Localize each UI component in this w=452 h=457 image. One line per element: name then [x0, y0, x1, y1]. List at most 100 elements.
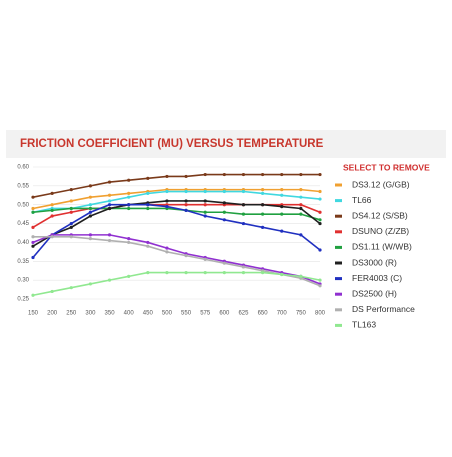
x-tick-label: 600 — [219, 311, 230, 317]
series-line — [32, 207, 321, 221]
data-point — [261, 271, 265, 275]
data-point — [165, 246, 169, 250]
data-point — [88, 282, 92, 286]
data-point — [261, 188, 265, 192]
legend-swatch[interactable] — [335, 277, 342, 281]
data-point — [318, 172, 322, 177]
series-line — [32, 271, 321, 297]
data-point — [50, 214, 54, 218]
x-tick-label: 200 — [47, 311, 58, 317]
data-point — [31, 206, 35, 211]
x-tick-label: 150 — [28, 311, 39, 317]
legend-label[interactable]: DS1.11 (W/WB) — [352, 242, 412, 252]
x-tick-label: 625 — [238, 311, 249, 317]
data-point — [280, 193, 284, 197]
data-point — [69, 210, 73, 214]
data-point — [107, 278, 112, 282]
x-tick-label: 700 — [277, 311, 288, 317]
data-point — [165, 174, 169, 179]
legend-label[interactable]: DS4.12 (S/SB) — [352, 210, 408, 220]
data-point — [203, 189, 207, 194]
legend-swatch[interactable] — [335, 199, 342, 203]
y-tick-label: 0.25 — [17, 297, 29, 303]
data-point — [88, 206, 92, 211]
data-point — [184, 189, 188, 194]
data-point — [184, 203, 188, 207]
data-point — [107, 180, 112, 184]
data-point — [127, 203, 131, 207]
data-point — [146, 271, 150, 275]
legend-label[interactable]: DS Performance — [352, 304, 415, 314]
x-tick-label: 800 — [315, 311, 326, 317]
legend-swatch[interactable] — [335, 245, 342, 249]
data-point — [203, 172, 207, 177]
data-point — [127, 237, 131, 241]
y-tick-label: 0.45 — [17, 221, 29, 227]
data-point — [241, 221, 246, 226]
data-point — [318, 197, 322, 201]
data-point — [280, 172, 284, 177]
data-point — [107, 193, 112, 197]
legend-label[interactable]: DS3.12 (G/GB) — [352, 179, 410, 189]
legend-label[interactable]: DSUNO (Z/ZB) — [352, 226, 409, 236]
data-point — [127, 178, 131, 182]
data-point — [31, 210, 35, 214]
legend-label[interactable]: FER4003 (C) — [352, 273, 402, 283]
series-line — [32, 203, 321, 259]
series-line — [32, 200, 321, 247]
data-point — [280, 229, 284, 233]
data-point — [261, 203, 265, 207]
legend-swatch[interactable] — [335, 323, 342, 327]
data-point — [127, 240, 131, 245]
x-tick-label: 750 — [296, 311, 307, 317]
data-point — [184, 271, 188, 275]
data-point — [241, 271, 246, 275]
data-point — [222, 218, 226, 222]
legend-swatch[interactable] — [335, 230, 342, 234]
data-point — [261, 191, 265, 195]
data-point — [261, 172, 265, 177]
data-point — [50, 203, 54, 207]
legend-swatch[interactable] — [335, 292, 342, 296]
legend-label[interactable]: DS3000 (R) — [352, 257, 397, 267]
series-line — [32, 173, 320, 198]
data-point — [261, 212, 265, 216]
data-point — [203, 271, 207, 275]
data-point — [222, 201, 226, 205]
y-tick-label: 0.30 — [17, 278, 29, 284]
y-tick-label: 0.55 — [17, 183, 29, 189]
x-tick-label: 550 — [181, 311, 192, 317]
legend-label[interactable]: TL163 — [352, 320, 376, 330]
data-point — [280, 272, 284, 277]
data-point — [299, 206, 303, 211]
data-point — [31, 255, 35, 260]
x-tick-label: 650 — [258, 311, 269, 317]
legend-swatch[interactable] — [335, 308, 342, 312]
data-point — [203, 214, 207, 218]
data-point — [222, 210, 226, 214]
data-point — [107, 233, 112, 237]
data-point — [146, 191, 150, 195]
data-point — [241, 265, 246, 269]
legend-swatch[interactable] — [335, 214, 342, 218]
legend-label[interactable]: DS2500 (H) — [352, 288, 397, 298]
data-point — [241, 212, 246, 216]
data-point — [127, 206, 131, 211]
legend-swatch[interactable] — [335, 261, 342, 265]
data-point — [165, 205, 169, 209]
data-point — [69, 286, 73, 290]
legend-label[interactable]: TL66 — [352, 195, 372, 205]
data-point — [31, 235, 35, 239]
data-point — [203, 257, 207, 261]
data-point — [107, 199, 112, 203]
data-point — [299, 188, 303, 192]
legend-swatch[interactable] — [335, 183, 342, 187]
data-point — [165, 189, 169, 194]
data-point — [69, 221, 73, 226]
data-point — [31, 293, 35, 297]
data-point — [280, 205, 284, 209]
data-point — [88, 233, 92, 237]
data-point — [203, 210, 207, 214]
data-point — [146, 176, 150, 180]
